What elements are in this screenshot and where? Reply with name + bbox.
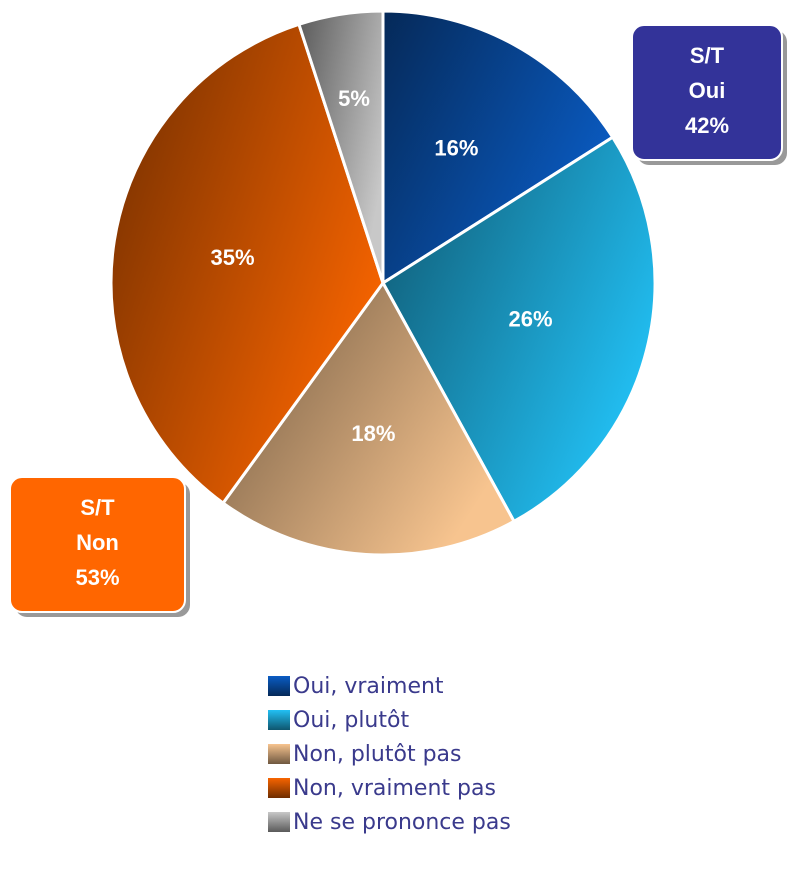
annotation-text: S/T	[80, 495, 115, 520]
legend-label: Non, plutôt pas	[293, 742, 461, 767]
data-label: 5%	[338, 86, 370, 111]
pie-slice	[297, 9, 385, 284]
annotation-text: 53%	[75, 565, 119, 590]
legend-swatch	[268, 778, 290, 798]
annotation-box	[9, 476, 186, 613]
pie-slice	[381, 9, 615, 286]
legend-swatch	[268, 744, 290, 764]
legend-label: Non, vraiment pas	[293, 776, 496, 801]
pie-slice	[381, 135, 657, 524]
annotation-text: S/T	[690, 43, 725, 68]
legend-swatch	[268, 676, 290, 696]
legend-swatch	[268, 710, 290, 730]
annotation-text: Non	[76, 530, 119, 555]
annotation-text: Oui	[689, 78, 726, 103]
pie-slice	[221, 280, 517, 557]
data-label: 18%	[351, 421, 395, 446]
annotation-box	[631, 24, 783, 161]
legend-label: Ne se prononce pas	[293, 810, 511, 835]
legend-label: Oui, vraiment	[293, 674, 444, 699]
data-label: 26%	[509, 307, 553, 332]
pie-slice	[109, 22, 385, 506]
annotation-text: 42%	[685, 113, 729, 138]
data-label: 35%	[211, 245, 255, 270]
data-label: 16%	[434, 135, 478, 160]
legend-label: Oui, plutôt	[293, 708, 409, 733]
legend-swatch	[268, 812, 290, 832]
